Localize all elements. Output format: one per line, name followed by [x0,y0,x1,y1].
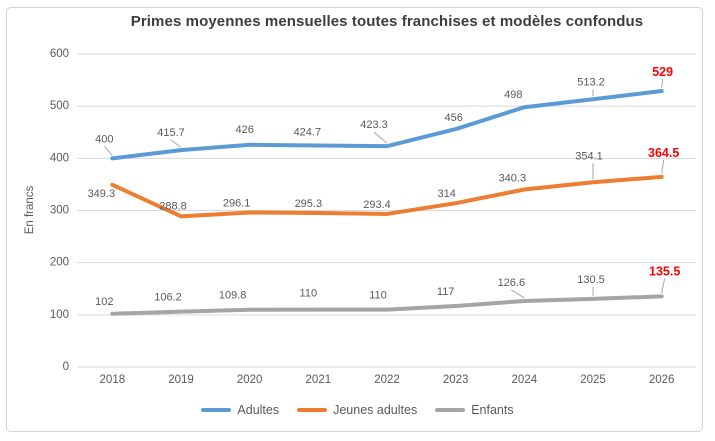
data-label: 135.5 [649,264,680,278]
legend-item-adultes: Adultes [201,403,279,417]
data-label: 293.4 [363,199,391,211]
series-line-adultes [110,89,664,161]
data-label: 314 [437,188,455,200]
data-label: 109.8 [219,290,247,302]
label-leader-line [170,139,182,148]
legend-label-adultes: Adultes [237,403,280,417]
data-label: 288.8 [159,200,187,212]
y-axis-tick-label: 200 [50,257,69,269]
data-label: 130.5 [577,274,605,286]
y-axis-tick-label: 100 [50,309,69,321]
y-axis-tick-label: 500 [50,100,69,112]
data-label: 102 [95,296,113,308]
data-label: 456 [444,112,462,124]
data-label: 349.3 [88,188,116,200]
label-leader-line [661,278,666,294]
data-label: 498 [504,89,522,101]
legend-swatch-jeunes-adultes [297,408,328,412]
x-axis-tick-label: 2020 [237,374,263,386]
data-label: 364.5 [648,146,679,160]
data-label: 126.6 [498,277,526,289]
data-label: 426 [235,124,253,136]
x-axis-tick-label: 2022 [374,374,400,386]
legend-item-jeunes-adultes: Jeunes adultes [297,403,417,417]
data-label: 110 [369,290,387,302]
series-line-enfants [110,294,664,316]
y-axis-tick-label: 600 [50,48,69,60]
y-axis-tick-label: 0 [63,361,69,373]
data-label: 513.2 [577,76,605,88]
legend-label-enfants: Enfants [471,403,514,417]
legend-label-jeunes-adultes: Jeunes adultes [333,403,418,417]
data-label: 117 [437,286,455,298]
x-axis-tick-label: 2019 [168,374,194,386]
data-label: 423.3 [360,119,388,131]
data-label: 400 [95,133,113,145]
data-label: 415.7 [157,127,185,139]
y-axis-tick-label: 400 [50,152,69,164]
x-axis-tick-label: 2024 [512,374,538,386]
y-axis-title: En francs [24,185,36,234]
x-axis-tick-label: 2026 [649,374,675,386]
label-leader-line [661,159,665,174]
data-label: 295.3 [295,198,323,210]
y-axis-tick-label: 300 [50,205,69,217]
data-label: 424.7 [294,126,322,138]
data-label: 106.2 [154,292,182,304]
data-label: 354.1 [575,150,603,162]
chart-title: Primes moyennes mensuelles toutes franch… [130,13,644,30]
legend-swatch-enfants [435,408,466,412]
data-label: 296.1 [223,198,251,210]
label-leader-line [661,78,664,89]
data-label: 340.3 [499,172,527,184]
legend-swatch-adultes [201,408,232,412]
data-label: 529 [652,65,673,79]
chart-card [6,7,703,432]
x-axis-tick-label: 2023 [443,374,469,386]
label-leader-line [373,131,388,144]
series-line-jeunes-adultes [110,174,664,219]
x-axis-tick-label: 2025 [580,374,606,386]
legend: Adultes Jeunes adultes Enfants [0,403,715,417]
x-axis-tick-label: 2021 [306,374,332,386]
legend-item-enfants: Enfants [435,403,514,417]
x-axis-tick-label: 2018 [100,374,126,386]
data-label: 110 [300,288,318,300]
label-leader-line [103,146,113,156]
label-leader-line [511,289,525,299]
